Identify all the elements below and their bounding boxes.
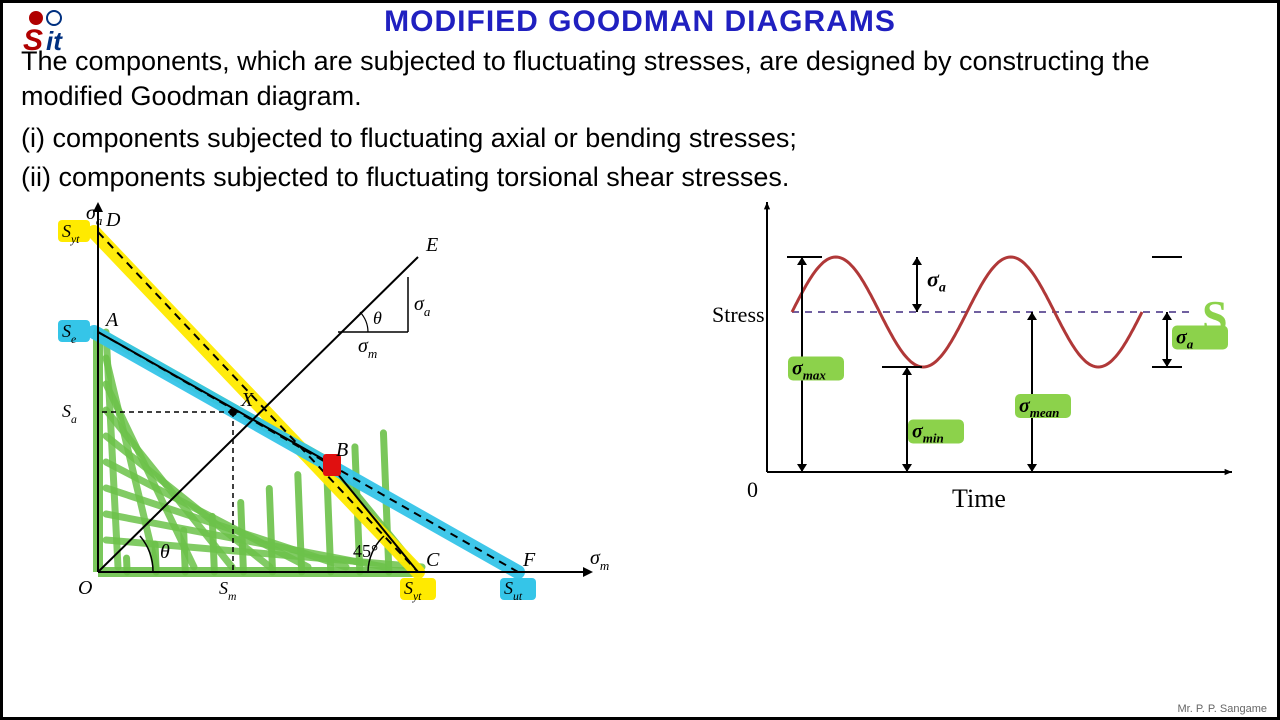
svg-text:σm: σm bbox=[590, 547, 609, 573]
svg-text:σa: σa bbox=[414, 293, 431, 319]
page-title: MODIFIED GOODMAN DIAGRAMS bbox=[3, 3, 1277, 39]
svg-text:it: it bbox=[46, 26, 63, 56]
svg-text:B: B bbox=[336, 439, 348, 461]
svg-text:C: C bbox=[426, 549, 440, 571]
footer-name: Mr. P. P. Sangame bbox=[1178, 703, 1267, 715]
svg-text:E: E bbox=[425, 234, 438, 256]
svg-text:D: D bbox=[105, 209, 121, 231]
svg-text:Time: Time bbox=[952, 484, 1006, 513]
svg-text:X: X bbox=[240, 389, 254, 411]
svg-text:0: 0 bbox=[747, 477, 758, 502]
svg-text:O: O bbox=[78, 577, 92, 599]
svg-text:Sm: Sm bbox=[219, 578, 236, 603]
stress-wave-diagram: 0TimeStressσaσaσmaxσminσmeanS bbox=[712, 192, 1262, 532]
svg-text:Stress: Stress bbox=[712, 302, 765, 327]
svg-text:θ: θ bbox=[160, 541, 170, 563]
bullet-1: (i) components subjected to fluctuating … bbox=[3, 119, 1277, 158]
intro-text: The components, which are subjected to f… bbox=[3, 39, 1277, 119]
logo: S it bbox=[18, 8, 98, 58]
svg-text:σm: σm bbox=[358, 335, 377, 361]
svg-text:45°: 45° bbox=[353, 541, 378, 561]
svg-text:S: S bbox=[1202, 291, 1228, 342]
svg-text:S: S bbox=[23, 24, 43, 57]
svg-text:F: F bbox=[522, 549, 536, 571]
goodman-diagram: θ45°θσaσmABCDEFXOσaσmSytSeSaSmSytSut bbox=[18, 202, 618, 642]
svg-text:Sa: Sa bbox=[62, 401, 77, 426]
svg-text:θ: θ bbox=[373, 308, 382, 328]
svg-text:A: A bbox=[104, 309, 119, 331]
svg-text:σa: σa bbox=[927, 267, 946, 296]
